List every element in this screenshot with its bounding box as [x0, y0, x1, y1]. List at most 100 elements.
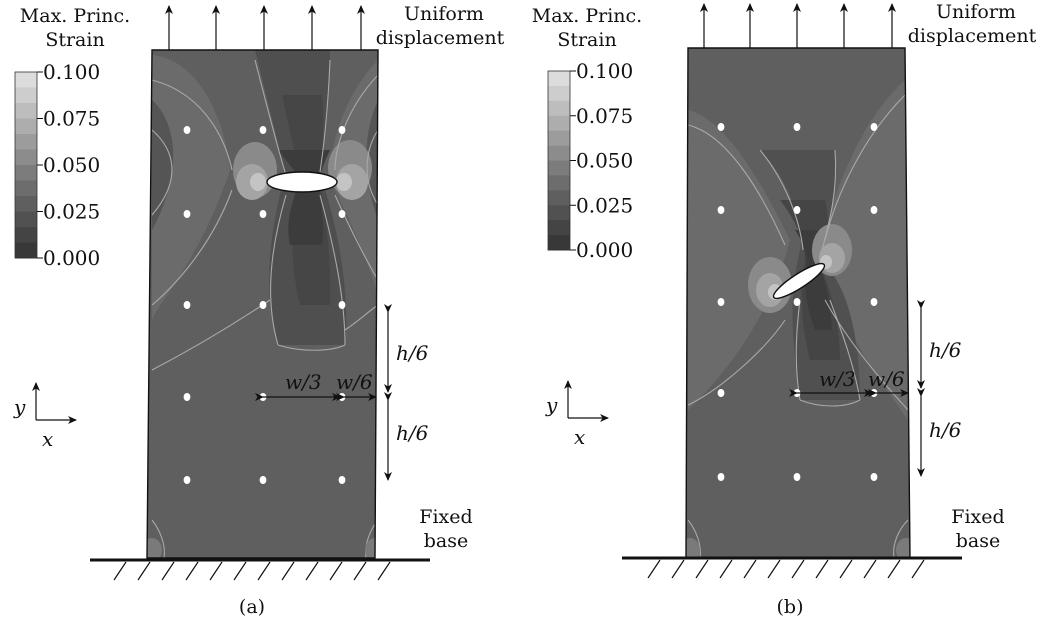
displacement-label: displacement [376, 27, 505, 49]
node-dot [259, 210, 267, 218]
legend-swatch [548, 130, 570, 147]
caption-b: (b) [777, 596, 804, 618]
uniform-label: Uniform [936, 1, 1016, 23]
label-w6: w/6 [336, 370, 373, 394]
legend-title-line1: Max. Princ. [20, 5, 130, 27]
legend-swatch [15, 196, 37, 212]
legend-swatch [15, 149, 37, 166]
base-hatch-b [647, 559, 925, 579]
legend-swatch [15, 118, 37, 135]
legend-swatch [548, 175, 570, 191]
node-dot [717, 473, 725, 481]
legend-swatch [15, 134, 37, 150]
node-dot [338, 476, 346, 484]
fixed-label: Fixed [419, 506, 472, 528]
legend-title-line2: Strain [45, 29, 104, 51]
axis-x-label: x [574, 425, 585, 449]
legend-swatch [548, 205, 570, 221]
legend-swatch [548, 190, 570, 206]
node-dot [338, 210, 346, 218]
legend-swatch [15, 165, 37, 181]
legend-swatch [548, 71, 570, 87]
dimensions-a [255, 304, 392, 481]
legend-swatch [548, 160, 570, 176]
node-dot [338, 126, 346, 134]
legend-swatch [548, 145, 570, 161]
node-dot [793, 473, 801, 481]
load-arrows-b [700, 3, 896, 48]
crack-b [772, 262, 826, 300]
node-dot [870, 298, 878, 306]
legend-swatch [15, 72, 37, 88]
node-dot [259, 476, 267, 484]
node-dot [793, 206, 801, 214]
displacement-label: displacement [908, 25, 1037, 47]
node-dot [717, 123, 725, 131]
specimen-outline-a [146, 49, 379, 559]
node-dot [870, 123, 878, 131]
legend-tick-label: 0.100 [43, 60, 100, 84]
legend-title-line1: Max. Princ. [532, 5, 642, 27]
axis-y-label: y [545, 393, 558, 417]
base-label: base [424, 530, 469, 552]
axis-x-label: x [42, 427, 53, 451]
node-dot [793, 298, 801, 306]
legend-tick-label: 0.075 [576, 104, 633, 128]
axis-indicator-b [564, 380, 609, 422]
load-arrows-a [165, 5, 365, 50]
node-dot [259, 126, 267, 134]
legend-swatch [15, 211, 37, 228]
color-legend-a: 0.100 0.075 0.050 0.025 0.000 [14, 60, 100, 270]
node-dot [183, 210, 191, 218]
legend-swatch [548, 85, 570, 102]
uniform-label: Uniform [404, 3, 484, 25]
dimensions-b [789, 300, 925, 477]
color-legend-b: 0.100 0.075 0.050 0.025 0.000 [547, 59, 633, 262]
label-h6: h/6 [396, 341, 429, 365]
node-dot [717, 206, 725, 214]
crack-a [266, 171, 338, 193]
legend-title-line2: Strain [557, 29, 616, 51]
base-hatch-a [113, 561, 391, 581]
label-h6: h/6 [929, 338, 962, 362]
legend-swatch [15, 180, 37, 197]
panel-b: h/6 h/6 w/3 w/6 y x Uniform displacement… [532, 1, 1037, 618]
label-w3: w/3 [285, 370, 322, 394]
node-dot [183, 301, 191, 309]
node-dot [259, 301, 267, 309]
node-dot [717, 389, 725, 397]
legend-swatch [548, 115, 570, 132]
label-h6: h/6 [396, 421, 429, 445]
base-label: base [956, 530, 1001, 552]
legend-swatch [15, 227, 37, 243]
strain-field-b [686, 48, 910, 558]
legend-swatch [548, 220, 570, 236]
legend-swatch [548, 100, 570, 117]
caption-a: (a) [239, 596, 265, 618]
node-dot [183, 476, 191, 484]
legend-tick-label: 0.025 [576, 193, 633, 217]
legend-swatch [548, 235, 570, 251]
legend-tick-label: 0.000 [576, 238, 633, 262]
node-dot [338, 301, 346, 309]
node-dot [183, 393, 191, 401]
axis-indicator-a [32, 382, 77, 424]
legend-swatch [15, 242, 37, 259]
node-dot [183, 126, 191, 134]
panel-a: h/6 h/6 w/3 w/6 y x Uniform displacement… [13, 3, 505, 618]
legend-tick-label: 0.100 [576, 59, 633, 83]
legend-swatch [15, 103, 37, 119]
legend-tick-label: 0.050 [576, 149, 633, 173]
node-dot [870, 206, 878, 214]
node-dot [793, 123, 801, 131]
label-h6: h/6 [929, 418, 962, 442]
label-w6: w/6 [868, 367, 905, 391]
legend-tick-label: 0.075 [43, 107, 100, 131]
label-w3: w/3 [819, 367, 856, 391]
node-dot [870, 473, 878, 481]
legend-swatch [15, 87, 37, 104]
legend-tick-label: 0.000 [43, 246, 100, 270]
node-dot [717, 298, 725, 306]
legend-tick-label: 0.025 [43, 200, 100, 224]
legend-tick-label: 0.050 [43, 153, 100, 177]
